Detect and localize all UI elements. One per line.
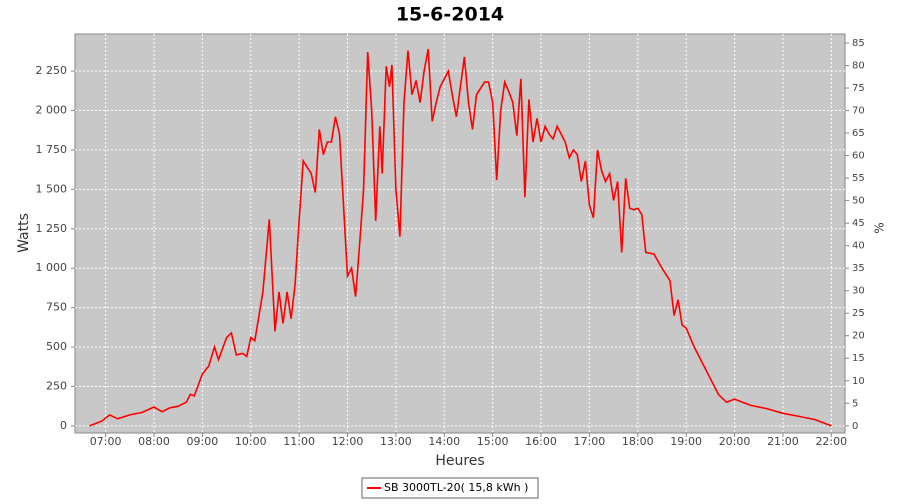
x-tick-label: 21:00 bbox=[767, 435, 799, 448]
y2-tick-label: 65 bbox=[852, 128, 865, 139]
y-tick-label: 250 bbox=[46, 379, 67, 392]
x-tick-label: 15:00 bbox=[477, 435, 509, 448]
y2-tick-label: 55 bbox=[852, 173, 865, 184]
y-tick-label: 1 250 bbox=[36, 222, 68, 235]
y2-tick-label: 40 bbox=[852, 241, 865, 252]
y2-tick-label: 15 bbox=[852, 353, 865, 364]
y-tick-label: 1 000 bbox=[36, 261, 68, 274]
data-line bbox=[89, 48, 832, 427]
y2-tick-label: 5 bbox=[852, 398, 858, 409]
x-tick-label: 14:00 bbox=[428, 435, 460, 448]
y2-tick-label: 45 bbox=[852, 218, 865, 229]
x-tick-label: 22:00 bbox=[815, 435, 847, 448]
y-tick-label: 500 bbox=[46, 340, 67, 353]
x-tick-label: 16:00 bbox=[525, 435, 557, 448]
y2-tick-label: 35 bbox=[852, 263, 865, 274]
y2-tick-label: 0 bbox=[852, 421, 858, 432]
legend-label: SB 3000TL-20( 15,8 kWh ) bbox=[384, 481, 528, 494]
y2-tick-label: 10 bbox=[852, 376, 865, 387]
x-tick-label: 12:00 bbox=[332, 435, 364, 448]
y2-tick-label: 60 bbox=[852, 151, 865, 162]
x-tick-label: 20:00 bbox=[719, 435, 751, 448]
y-axis-label: Watts bbox=[16, 213, 32, 253]
plot-area bbox=[74, 33, 846, 434]
y-tick-label: 0 bbox=[60, 419, 67, 432]
x-tick-label: 18:00 bbox=[622, 435, 654, 448]
y2-axis-label: % bbox=[873, 222, 887, 233]
y-tick-label: 750 bbox=[46, 301, 67, 314]
x-tick-label: 19:00 bbox=[670, 435, 702, 448]
y2-tick-label: 85 bbox=[852, 38, 865, 49]
x-tick-label: 17:00 bbox=[574, 435, 606, 448]
y2-tick-label: 70 bbox=[852, 106, 865, 117]
chart-title: 15-6-2014 bbox=[396, 4, 504, 26]
x-axis-label: Heures bbox=[435, 453, 484, 469]
y2-tick-label: 30 bbox=[852, 286, 865, 297]
x-tick-label: 10:00 bbox=[235, 435, 267, 448]
y-tick-label: 2 250 bbox=[36, 64, 68, 77]
y2-tick-label: 75 bbox=[852, 83, 865, 94]
x-tick-label: 07:00 bbox=[90, 435, 122, 448]
y2-tick-label: 80 bbox=[852, 61, 865, 72]
x-tick-label: 08:00 bbox=[138, 435, 170, 448]
x-tick-label: 09:00 bbox=[187, 435, 219, 448]
x-tick-label: 11:00 bbox=[283, 435, 315, 448]
y2-tick-label: 20 bbox=[852, 331, 865, 342]
y-tick-label: 2 000 bbox=[36, 103, 68, 116]
y2-tick-label: 50 bbox=[852, 196, 865, 207]
y2-tick-label: 25 bbox=[852, 308, 865, 319]
legend bbox=[361, 477, 539, 499]
y-tick-label: 1 750 bbox=[36, 143, 68, 156]
x-tick-label: 13:00 bbox=[380, 435, 412, 448]
y-tick-label: 1 500 bbox=[36, 182, 68, 195]
